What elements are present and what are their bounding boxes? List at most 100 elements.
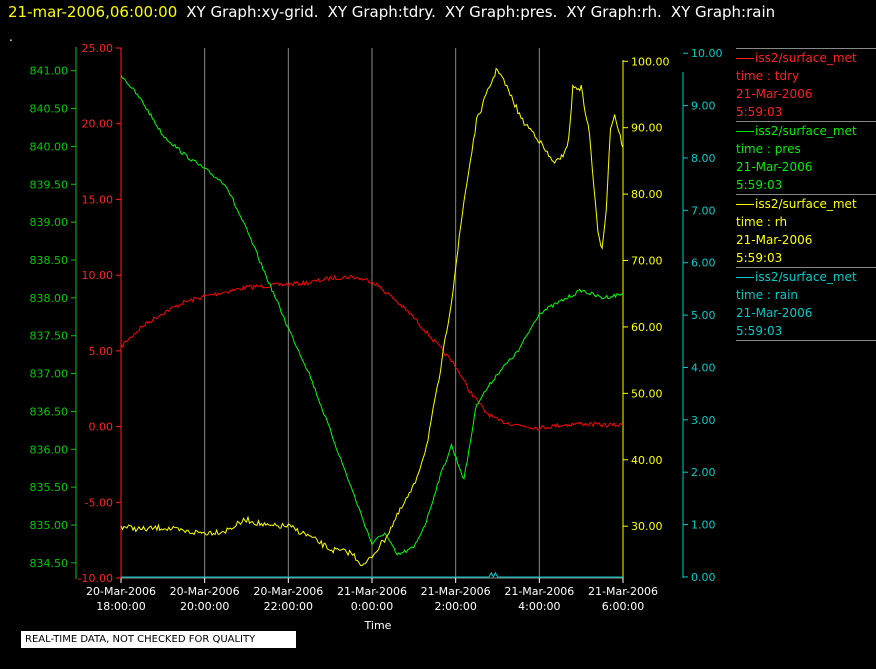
tdry-axis-tick-label: 10.00 [82, 269, 114, 282]
rh-axis-tick-label: 40.00 [631, 454, 663, 467]
graph-label-pres[interactable]: XY Graph:pres. [444, 3, 558, 21]
legend-series-name-row: iss2/surface_met [736, 49, 857, 67]
rain-axis-tick-label: 2.00 [691, 466, 716, 479]
rain-axis-tick-label: 9.00 [691, 100, 716, 113]
rain-axis-tick-label: 3.00 [691, 414, 716, 427]
rh-axis-tick-label: 70.00 [631, 255, 663, 268]
rh-axis-tick-label: 100.00 [631, 55, 670, 68]
legend-time-row: 5:59:03 [736, 249, 782, 267]
legend-time: 5:59:03 [736, 324, 783, 338]
legend-line-swatch [736, 58, 754, 59]
pres-axis-tick-label: 841.00 [30, 65, 69, 78]
datetime-label: 21-mar-2006,06:00:00 [8, 3, 178, 21]
rh-axis-tick-label: 60.00 [631, 321, 663, 334]
legend-date: 21-Mar-2006 [736, 233, 813, 247]
legend-field: time : rain [736, 288, 799, 302]
x-tick-time-label: 2:00:00 [434, 600, 476, 613]
graph-label-rain[interactable]: XY Graph:rain [670, 3, 776, 21]
quality-notice: REAL-TIME DATA, NOT CHECKED FOR QUALITY [21, 631, 296, 648]
rh-axis-tick-label: 90.00 [631, 122, 663, 135]
rain-axis-tick-label: 5.00 [691, 309, 716, 322]
rain-axis-tick-label: 1.00 [691, 519, 716, 532]
rh-axis-tick-label: 30.00 [631, 520, 663, 533]
legend-field-row: time : tdry [736, 67, 799, 85]
legend-time-row: 5:59:03 [736, 176, 782, 194]
rain-axis-tick-label: 4.00 [691, 361, 716, 374]
rh-axis-tick-label: 50.00 [631, 387, 663, 400]
legend-time: 5:59:03 [736, 178, 783, 192]
legend-series-name: iss2/surface_met [755, 270, 857, 284]
tdry-axis-tick-label: 15.00 [82, 193, 114, 206]
legend-line-swatch [736, 131, 754, 132]
legend-line-swatch [736, 204, 754, 205]
pres-axis-tick-label: 838.00 [30, 292, 69, 305]
x-tick-date-label: 21-Mar-2006 [337, 585, 407, 598]
legend-date-row: 21-Mar-2006 [736, 231, 812, 249]
legend-date: 21-Mar-2006 [736, 306, 813, 320]
legend-time-row: 5:59:03 [736, 103, 782, 121]
tdry-axis-tick-label: 5.00 [89, 345, 114, 358]
graph-label-tdry[interactable]: XY Graph:tdry. [327, 3, 436, 21]
series-line-pres [120, 75, 624, 556]
series-line-tdry [120, 274, 624, 431]
status-dot: . [9, 30, 13, 44]
pres-axis-tick-label: 834.50 [30, 557, 69, 570]
legend-field-row: time : rh [736, 213, 787, 231]
legend-field: time : tdry [736, 69, 800, 83]
legend-time: 5:59:03 [736, 251, 783, 265]
legend-series-name: iss2/surface_met [755, 51, 857, 65]
legend-line-swatch [736, 277, 754, 278]
pres-axis-tick-label: 836.50 [30, 405, 69, 418]
legend-date: 21-Mar-2006 [736, 160, 813, 174]
x-axis-title: Time [364, 619, 392, 632]
pres-axis-tick-label: 837.50 [30, 330, 69, 343]
graph-label-xy-grid[interactable]: XY Graph:xy-grid. [186, 3, 319, 21]
rain-axis-tick-label: 10.00 [691, 47, 723, 60]
rain-axis-tick-label: 7.00 [691, 204, 716, 217]
legend-date-row: 21-Mar-2006 [736, 85, 812, 103]
pres-axis-tick-label: 838.50 [30, 254, 69, 267]
pres-axis-tick-label: 839.50 [30, 178, 69, 191]
legend-series-name: iss2/surface_met [755, 197, 857, 211]
legend-series-name-row: iss2/surface_met [736, 122, 857, 140]
pres-axis-tick-label: 839.00 [30, 216, 69, 229]
pres-axis-tick-label: 836.00 [30, 443, 69, 456]
tdry-axis-tick-label: 0.00 [89, 421, 114, 434]
legend-series-name-row: iss2/surface_met [736, 195, 857, 213]
x-tick-time-label: 18:00:00 [96, 600, 145, 613]
x-tick-date-label: 21-Mar-2006 [588, 585, 658, 598]
x-tick-time-label: 0:00:00 [351, 600, 393, 613]
pres-axis-tick-label: 837.00 [30, 368, 69, 381]
tdry-axis-tick-label: -10.00 [78, 572, 113, 585]
legend-time-row: 5:59:03 [736, 322, 782, 340]
legend-field: time : rh [736, 215, 788, 229]
legend-series-name-row: iss2/surface_met [736, 268, 857, 286]
x-tick-date-label: 20-Mar-2006 [170, 585, 240, 598]
legend-date: 21-Mar-2006 [736, 87, 813, 101]
x-tick-date-label: 20-Mar-2006 [253, 585, 323, 598]
pres-axis-tick-label: 840.50 [30, 103, 69, 116]
legend-date-row: 21-Mar-2006 [736, 158, 812, 176]
graph-label-rh[interactable]: XY Graph:rh. [566, 3, 662, 21]
legend-field-row: time : pres [736, 140, 801, 158]
legend-time: 5:59:03 [736, 105, 783, 119]
series-line-rh [120, 67, 624, 567]
rain-axis-tick-label: 0.00 [691, 571, 716, 584]
pres-axis-tick-label: 835.00 [30, 519, 69, 532]
pres-axis-tick-label: 840.00 [30, 140, 69, 153]
legend-series-name: iss2/surface_met [755, 124, 857, 138]
legend-field: time : pres [736, 142, 801, 156]
rain-axis-tick-label: 8.00 [691, 152, 716, 165]
graph-title-bar: 21-mar-2006,06:00:00 XY Graph:xy-grid. XY … [8, 3, 775, 23]
legend-field-row: time : rain [736, 286, 798, 304]
x-tick-time-label: 6:00:00 [602, 600, 644, 613]
tdry-axis-tick-label: 25.00 [82, 42, 114, 55]
x-tick-date-label: 20-Mar-2006 [86, 585, 156, 598]
legend-date-row: 21-Mar-2006 [736, 304, 812, 322]
tdry-axis-tick-label: -5.00 [85, 496, 113, 509]
